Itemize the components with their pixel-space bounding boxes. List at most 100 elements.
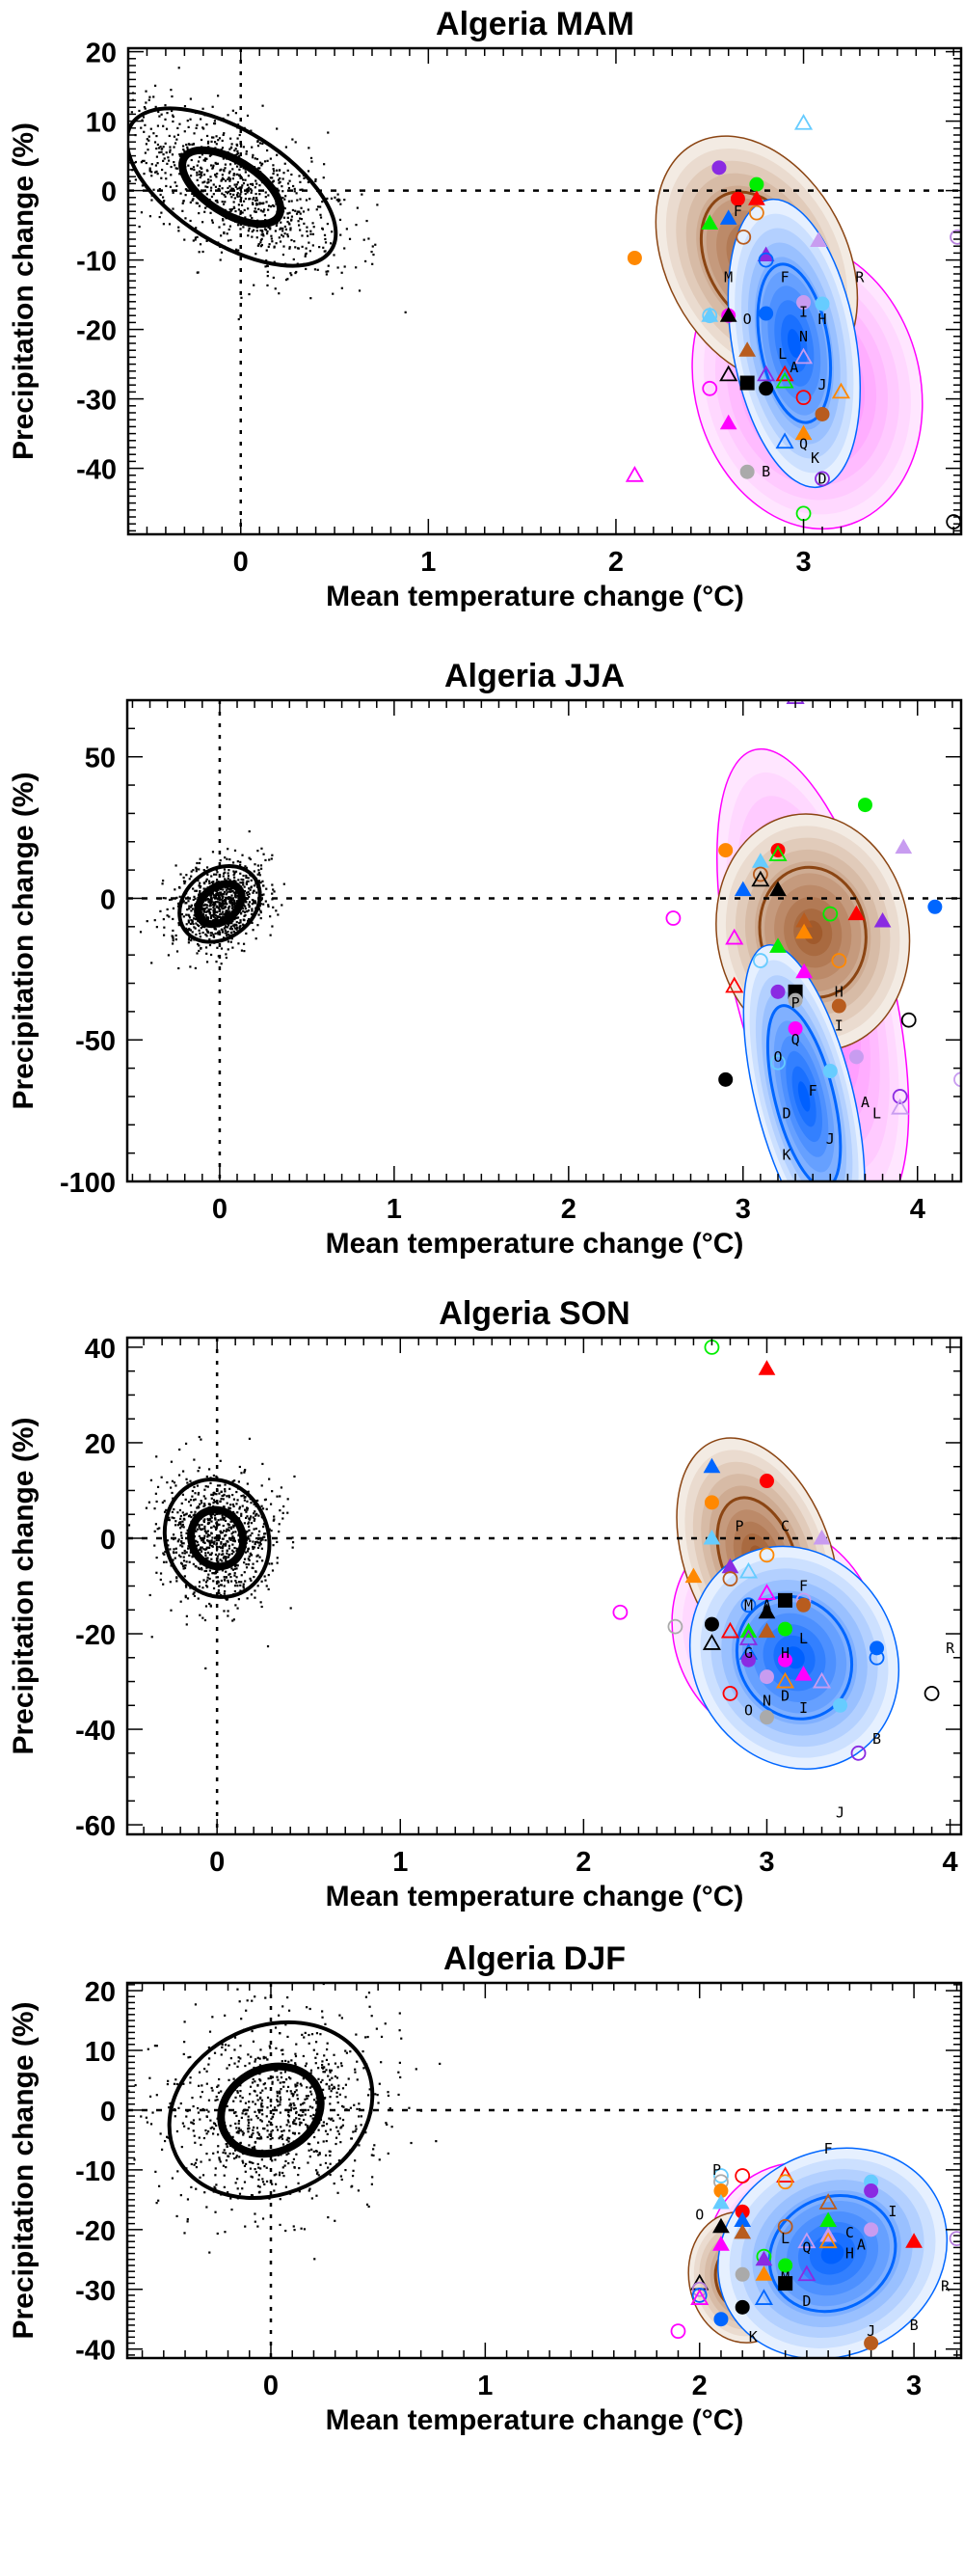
natural-sample-point [315,2169,318,2172]
natural-sample-point [370,2154,373,2156]
natural-sample-point [256,2162,259,2166]
natural-sample-point [188,916,192,919]
natural-sample-point [256,1499,259,1503]
natural-sample-point [254,2168,256,2171]
natural-sample-point [209,1517,212,1520]
natural-sample-point [289,229,292,231]
natural-sample-point [254,157,256,160]
natural-sample-point [208,2251,211,2254]
natural-sample-point [334,196,336,199]
natural-sample-point [291,2131,295,2134]
natural-sample-point [207,2110,210,2113]
natural-sample-point [299,188,302,191]
natural-sample-point [214,1501,217,1504]
natural-sample-point [169,149,172,151]
natural-sample-point [181,1520,184,1523]
natural-sample-point [232,1498,236,1501]
natural-sample-point [224,201,227,203]
natural-sample-point [183,1575,186,1578]
natural-sample-point [244,2162,248,2166]
natural-sample-point [217,2145,220,2148]
natural-sample-point [247,234,250,237]
natural-sample-point [365,2203,369,2206]
natural-sample-point [208,2057,211,2060]
model-letter-label: A [857,2236,866,2253]
y-tick-label: 40 [85,1334,116,1365]
natural-sample-point [171,1491,174,1495]
natural-sample-point [232,879,236,882]
natural-sample-point [276,127,279,130]
natural-sample-point [147,98,150,101]
natural-sample-point [162,1583,165,1586]
natural-sample-point [307,170,310,173]
natural-sample-point [340,2017,343,2020]
natural-sample-point [248,2144,251,2147]
natural-sample-point [236,2065,239,2068]
natural-sample-point [140,2115,143,2118]
natural-sample-point [177,2106,180,2109]
natural-sample-point [195,2187,198,2190]
natural-sample-point [222,910,225,913]
natural-sample-point [278,1523,281,1526]
model-marker-circle [735,2168,751,2183]
natural-sample-point [260,847,263,850]
natural-sample-point [210,1532,213,1534]
natural-sample-point [207,1546,210,1549]
natural-sample-point [213,873,216,876]
natural-sample-point [329,2102,332,2105]
natural-sample-point [283,232,286,235]
natural-sample-point [171,153,174,156]
natural-sample-point [181,145,185,148]
natural-sample-point [325,2123,329,2126]
natural-sample-point [279,176,281,180]
natural-sample-point [169,185,173,188]
natural-sample-point [162,159,165,162]
model-letter-label: O [744,1701,753,1719]
natural-sample-point [255,1559,258,1563]
natural-sample-point [233,905,236,908]
natural-sample-point [247,877,250,880]
natural-sample-point [280,221,282,224]
natural-sample-point [276,2069,279,2073]
natural-sample-point [211,2089,214,2092]
natural-sample-point [225,903,228,906]
natural-sample-point [283,162,286,165]
natural-sample-point [248,292,251,296]
natural-sample-point [148,169,151,172]
natural-sample-point [230,921,233,924]
natural-sample-point [292,2107,296,2110]
natural-sample-point [223,2185,226,2188]
model-marker-triangle [758,1603,776,1619]
natural-sample-point [166,914,169,917]
natural-sample-point [234,2122,237,2126]
natural-sample-point [196,171,199,174]
natural-sample-point [251,2133,254,2136]
natural-sample-point [298,2131,301,2135]
natural-sample-point [221,1545,224,1548]
natural-sample-point [172,942,174,945]
natural-sample-point [246,1597,249,1600]
natural-sample-point [205,907,208,909]
natural-sample-point [145,90,147,93]
natural-sample-point [281,2137,284,2140]
natural-sample-point [316,268,319,271]
model-marker-triangle [810,231,827,247]
natural-sample-point [240,196,243,200]
natural-sample-point [219,898,222,901]
natural-sample-point [225,932,228,935]
natural-sample-point [324,2161,328,2165]
natural-sample-point [236,192,239,195]
natural-sample-point [177,1538,180,1541]
natural-sample-point [334,2074,337,2078]
natural-sample-point [108,2139,110,2141]
natural-sample-point [179,1514,182,1518]
natural-sample-point [178,152,181,156]
natural-sample-point [162,918,165,921]
model-marker-circle [670,2323,686,2340]
natural-sample-point [209,2119,212,2122]
natural-sample-point [242,1583,245,1586]
natural-sample-point [282,1505,285,1508]
natural-sample-point [177,226,180,229]
model-marker-circle [702,380,718,396]
